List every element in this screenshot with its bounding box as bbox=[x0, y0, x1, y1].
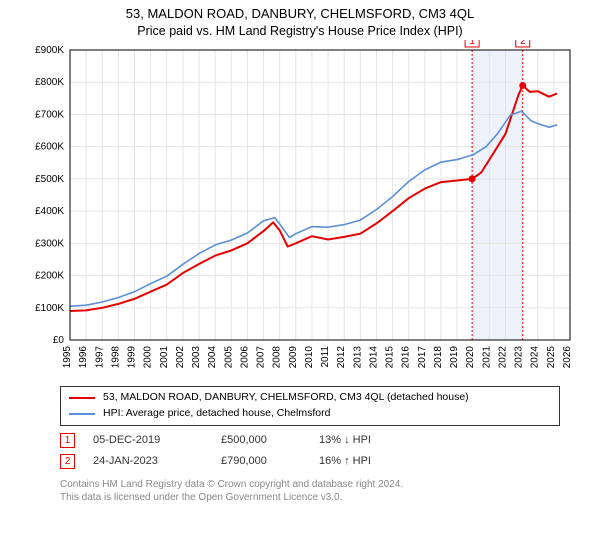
svg-text:£500K: £500K bbox=[35, 174, 64, 185]
event-row: 2 24-JAN-2023 £790,000 16% ↑ HPI bbox=[60, 451, 560, 472]
svg-text:1996: 1996 bbox=[78, 346, 89, 369]
legend-swatch bbox=[69, 397, 95, 399]
line-chart-svg: £0 £100K £200K £300K £400K £500K £600K £700K £80… bbox=[20, 40, 580, 380]
svg-text:2000: 2000 bbox=[143, 346, 154, 369]
svg-text:2012: 2012 bbox=[336, 346, 347, 369]
legend-label: HPI: Average price, detached house, Chel… bbox=[103, 406, 330, 422]
event-date: 05-DEC-2019 bbox=[93, 434, 203, 446]
svg-text:£400K: £400K bbox=[35, 206, 64, 217]
svg-text:2022: 2022 bbox=[497, 346, 508, 369]
svg-text:2005: 2005 bbox=[223, 346, 234, 369]
event-marker: 1 bbox=[60, 433, 75, 448]
svg-text:£200K: £200K bbox=[35, 271, 64, 282]
svg-text:2003: 2003 bbox=[191, 346, 202, 369]
event-row: 1 05-DEC-2019 £500,000 13% ↓ HPI bbox=[60, 430, 560, 451]
svg-text:£700K: £700K bbox=[35, 109, 64, 120]
svg-text:£100K: £100K bbox=[35, 303, 64, 314]
legend: 53, MALDON ROAD, DANBURY, CHELMSFORD, CM… bbox=[60, 386, 560, 426]
svg-text:2017: 2017 bbox=[417, 346, 428, 369]
chart-area: £0 £100K £200K £300K £400K £500K £600K £700K £80… bbox=[20, 40, 580, 380]
svg-text:1: 1 bbox=[469, 40, 475, 47]
svg-text:2018: 2018 bbox=[433, 346, 444, 369]
svg-text:2007: 2007 bbox=[256, 346, 267, 369]
svg-text:2019: 2019 bbox=[449, 346, 460, 369]
svg-text:2026: 2026 bbox=[562, 346, 573, 369]
footer-line-2: This data is licensed under the Open Gov… bbox=[60, 491, 560, 505]
event-delta: 13% ↓ HPI bbox=[319, 434, 409, 446]
event-price: £790,000 bbox=[221, 455, 301, 467]
svg-text:1999: 1999 bbox=[127, 346, 138, 369]
svg-text:1998: 1998 bbox=[110, 346, 121, 369]
events-table: 1 05-DEC-2019 £500,000 13% ↓ HPI 2 24-JAN-202… bbox=[60, 430, 560, 472]
svg-text:2002: 2002 bbox=[175, 346, 186, 369]
svg-text:2011: 2011 bbox=[320, 346, 331, 368]
svg-text:2013: 2013 bbox=[352, 346, 363, 369]
svg-text:2015: 2015 bbox=[385, 346, 396, 369]
svg-text:2016: 2016 bbox=[401, 346, 412, 369]
attribution-footer: Contains HM Land Registry data © Crown c… bbox=[60, 478, 560, 505]
svg-text:2025: 2025 bbox=[546, 346, 557, 369]
event-price: £500,000 bbox=[221, 434, 301, 446]
footer-line-1: Contains HM Land Registry data © Crown c… bbox=[60, 478, 560, 492]
chart-subtitle: Price paid vs. HM Land Registry's House … bbox=[0, 24, 600, 38]
svg-text:2024: 2024 bbox=[530, 346, 541, 369]
svg-text:£600K: £600K bbox=[35, 142, 64, 153]
svg-text:2006: 2006 bbox=[239, 346, 250, 369]
event-date: 24-JAN-2023 bbox=[93, 455, 203, 467]
svg-text:2020: 2020 bbox=[465, 346, 476, 369]
svg-text:2010: 2010 bbox=[304, 346, 315, 369]
event-delta: 16% ↑ HPI bbox=[319, 455, 409, 467]
legend-label: 53, MALDON ROAD, DANBURY, CHELMSFORD, CM… bbox=[103, 390, 469, 406]
svg-text:2: 2 bbox=[520, 40, 526, 47]
svg-text:2009: 2009 bbox=[288, 346, 299, 369]
legend-row: HPI: Average price, detached house, Chel… bbox=[69, 406, 551, 422]
title-block: 53, MALDON ROAD, DANBURY, CHELMSFORD, CM… bbox=[0, 0, 600, 40]
svg-text:1995: 1995 bbox=[62, 346, 73, 369]
legend-swatch bbox=[69, 413, 95, 415]
svg-text:£900K: £900K bbox=[35, 45, 64, 56]
svg-text:2001: 2001 bbox=[159, 346, 170, 369]
chart-title-address: 53, MALDON ROAD, DANBURY, CHELMSFORD, CM… bbox=[0, 6, 600, 21]
legend-row: 53, MALDON ROAD, DANBURY, CHELMSFORD, CM… bbox=[69, 390, 551, 406]
event-marker: 2 bbox=[60, 454, 75, 469]
svg-text:2008: 2008 bbox=[272, 346, 283, 369]
svg-text:2021: 2021 bbox=[481, 346, 492, 369]
svg-text:2014: 2014 bbox=[368, 346, 379, 369]
svg-text:2023: 2023 bbox=[514, 346, 525, 369]
svg-text:£0: £0 bbox=[53, 335, 65, 346]
svg-text:2004: 2004 bbox=[207, 346, 218, 369]
svg-text:£300K: £300K bbox=[35, 238, 64, 249]
svg-text:£800K: £800K bbox=[35, 77, 64, 88]
svg-text:1997: 1997 bbox=[94, 346, 105, 369]
